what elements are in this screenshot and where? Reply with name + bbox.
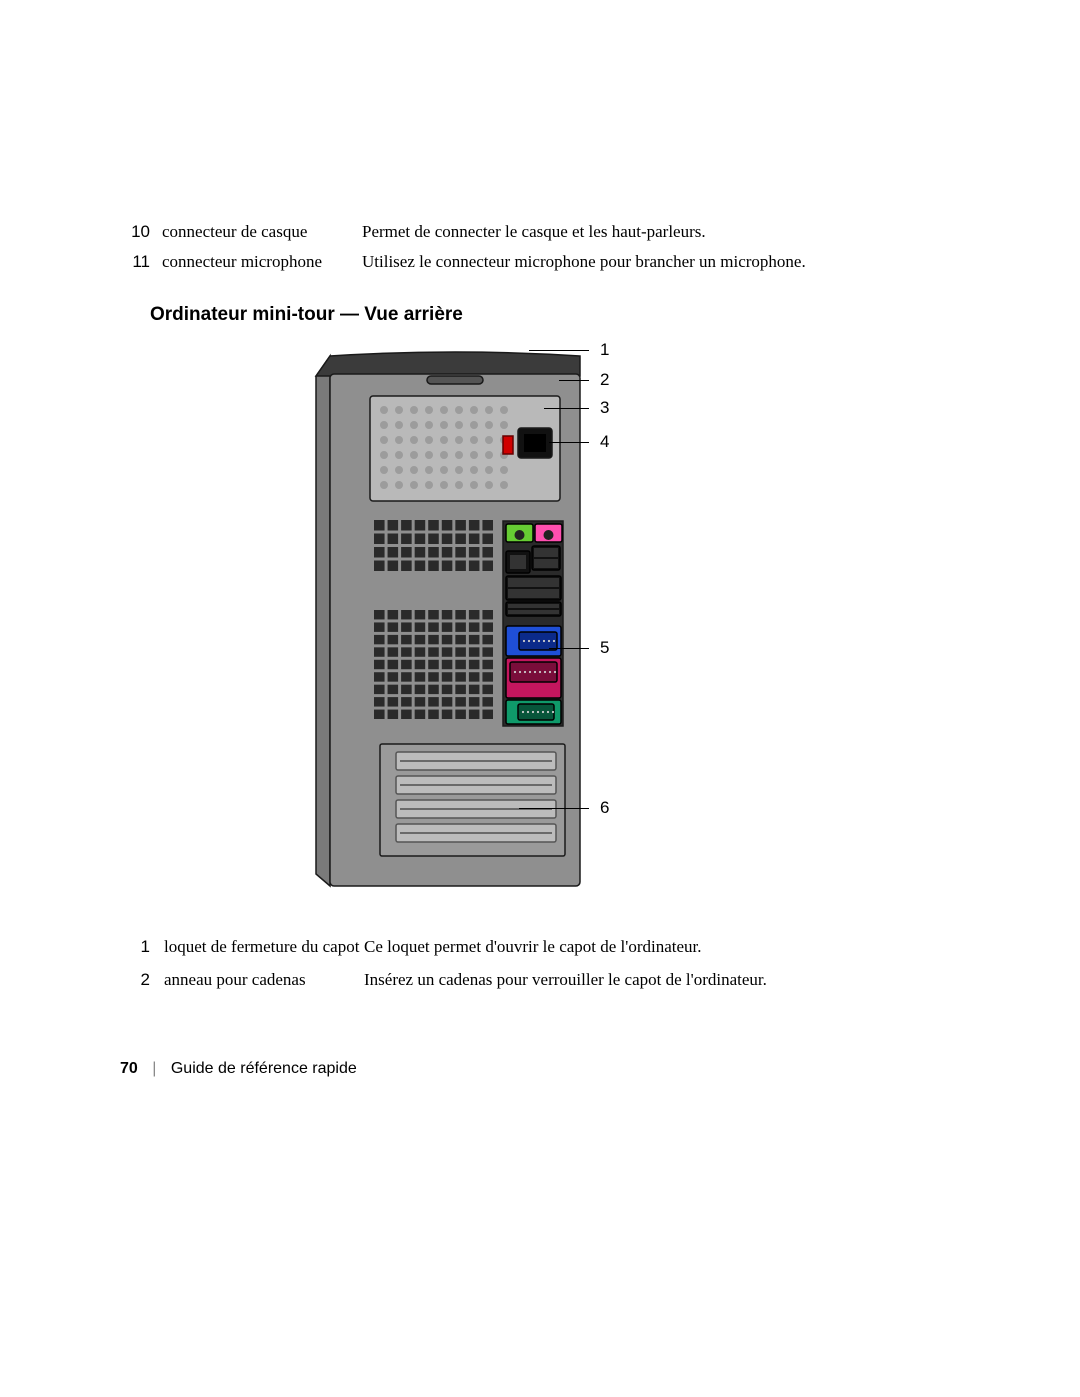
callout-leader-line	[529, 350, 589, 351]
item-name: connecteur de casque	[162, 220, 362, 244]
callout-label: 5	[600, 638, 609, 658]
computer-rear-illustration	[220, 346, 720, 906]
item-number: 11	[120, 250, 150, 274]
page-number: 70	[120, 1060, 138, 1077]
rear-view-diagram: 123456	[220, 346, 720, 906]
callout-label: 1	[600, 340, 609, 360]
page-content: 10 connecteur de casque Permet de connec…	[120, 220, 960, 1001]
item-name: loquet de fermeture du capot	[164, 936, 364, 959]
callout-label: 6	[600, 798, 609, 818]
table-row: 1 loquet de fermeture du capot Ce loquet…	[120, 936, 960, 959]
table-row: 2 anneau pour cadenas Insérez un cadenas…	[120, 969, 960, 992]
item-number: 1	[120, 936, 150, 959]
section-heading: Ordinateur mini-tour — Vue arrière	[150, 304, 960, 326]
callout-leader-line	[519, 808, 589, 809]
callout-label: 2	[600, 370, 609, 390]
table-row: 10 connecteur de casque Permet de connec…	[120, 220, 960, 244]
page-footer: 70 | Guide de référence rapide	[120, 1060, 357, 1078]
item-desc: Utilisez le connecteur microphone pour b…	[362, 250, 960, 274]
footer-separator: |	[152, 1060, 156, 1077]
callout-leader-line	[559, 380, 589, 381]
callout-leader-line	[544, 408, 589, 409]
callout-label: 4	[600, 432, 609, 452]
item-desc: Permet de connecter le casque et les hau…	[362, 220, 960, 244]
callout-leader-line	[549, 648, 589, 649]
item-name: anneau pour cadenas	[164, 969, 364, 992]
item-desc: Insérez un cadenas pour verrouiller le c…	[364, 969, 960, 992]
table-row: 11 connecteur microphone Utilisez le con…	[120, 250, 960, 274]
item-desc: Ce loquet permet d'ouvrir le capot de l'…	[364, 936, 960, 959]
item-number: 2	[120, 969, 150, 992]
item-number: 10	[120, 220, 150, 244]
callout-leader-line	[549, 442, 589, 443]
bottom-reference-table: 1 loquet de fermeture du capot Ce loquet…	[120, 936, 960, 992]
item-name: connecteur microphone	[162, 250, 362, 274]
top-reference-table: 10 connecteur de casque Permet de connec…	[120, 220, 960, 274]
footer-title: Guide de référence rapide	[171, 1060, 357, 1077]
callout-label: 3	[600, 398, 609, 418]
